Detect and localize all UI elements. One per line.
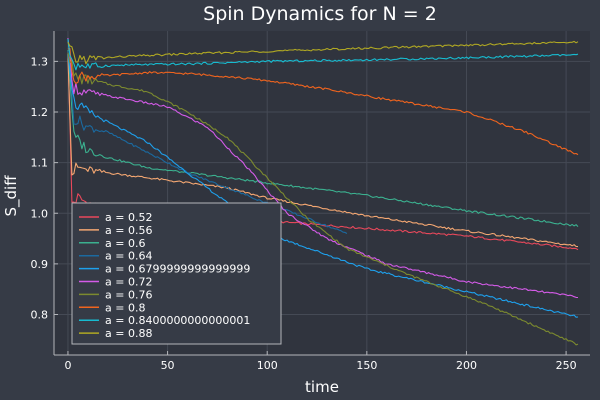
legend-label: a = 0.8400000000000001	[105, 314, 250, 327]
series-line	[67, 40, 579, 65]
legend-label: a = 0.88	[105, 327, 152, 340]
legend: a = 0.52a = 0.56a = 0.6a = 0.64a = 0.679…	[71, 202, 282, 345]
legend-label: a = 0.6799999999999999	[105, 263, 250, 276]
axes	[53, 31, 590, 356]
legend-label: a = 0.56	[105, 224, 152, 237]
series-line	[67, 47, 579, 156]
legend-box	[71, 202, 282, 345]
tick-labels: 0 50 100 150 200 250 0.8 0.9 1.0 1.1 1.2 1.3	[31, 55, 577, 372]
series-line	[67, 54, 579, 248]
y-tick-label: 1.0	[31, 207, 49, 220]
series-line	[67, 51, 348, 234]
x-tick-label: 50	[161, 359, 175, 372]
legend-label: a = 0.72	[105, 276, 152, 289]
legend-label: a = 0.6	[105, 237, 145, 250]
y-tick-label: 1.2	[31, 106, 49, 119]
legend-label: a = 0.64	[105, 250, 152, 263]
x-axis-label: time	[305, 378, 339, 396]
x-tick-label: 100	[257, 359, 278, 372]
series-line	[67, 50, 579, 227]
series-line	[67, 37, 579, 299]
x-tick-label: 250	[556, 359, 577, 372]
legend-label: a = 0.52	[105, 211, 152, 224]
y-axis-label: S_diff	[2, 175, 21, 217]
y-tick-label: 0.9	[31, 258, 49, 271]
series-line	[67, 52, 579, 346]
series-line	[67, 38, 579, 71]
legend-label: a = 0.8	[105, 301, 145, 314]
series-line	[67, 53, 579, 318]
y-tick-label: 0.8	[31, 309, 49, 322]
chart-title: Spin Dynamics for N = 2	[203, 3, 437, 25]
x-tick-label: 200	[456, 359, 477, 372]
y-tick-label: 1.3	[31, 55, 49, 68]
legend-label: a = 0.76	[105, 288, 152, 301]
y-tick-label: 1.1	[31, 157, 49, 170]
x-tick-label: 150	[356, 359, 377, 372]
x-tick-label: 0	[64, 359, 71, 372]
